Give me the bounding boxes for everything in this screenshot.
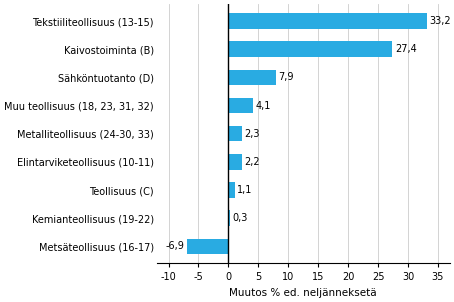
Text: 4,1: 4,1: [255, 101, 271, 111]
Bar: [228, 70, 276, 85]
X-axis label: Muutos % ed. neljänneksetä: Muutos % ed. neljänneksetä: [229, 288, 377, 298]
Text: -6,9: -6,9: [166, 241, 185, 251]
Bar: [228, 126, 242, 141]
Bar: [228, 210, 230, 226]
Text: 2,2: 2,2: [244, 157, 260, 167]
Text: 0,3: 0,3: [232, 213, 248, 223]
Bar: [187, 239, 228, 254]
Bar: [228, 154, 242, 170]
Bar: [228, 13, 427, 29]
Text: 2,3: 2,3: [245, 129, 260, 139]
Text: 1,1: 1,1: [237, 185, 253, 195]
Bar: [228, 41, 392, 57]
Text: 7,9: 7,9: [278, 72, 294, 82]
Text: 33,2: 33,2: [429, 16, 451, 26]
Bar: [228, 98, 253, 113]
Text: 27,4: 27,4: [395, 44, 416, 54]
Bar: [228, 182, 235, 198]
